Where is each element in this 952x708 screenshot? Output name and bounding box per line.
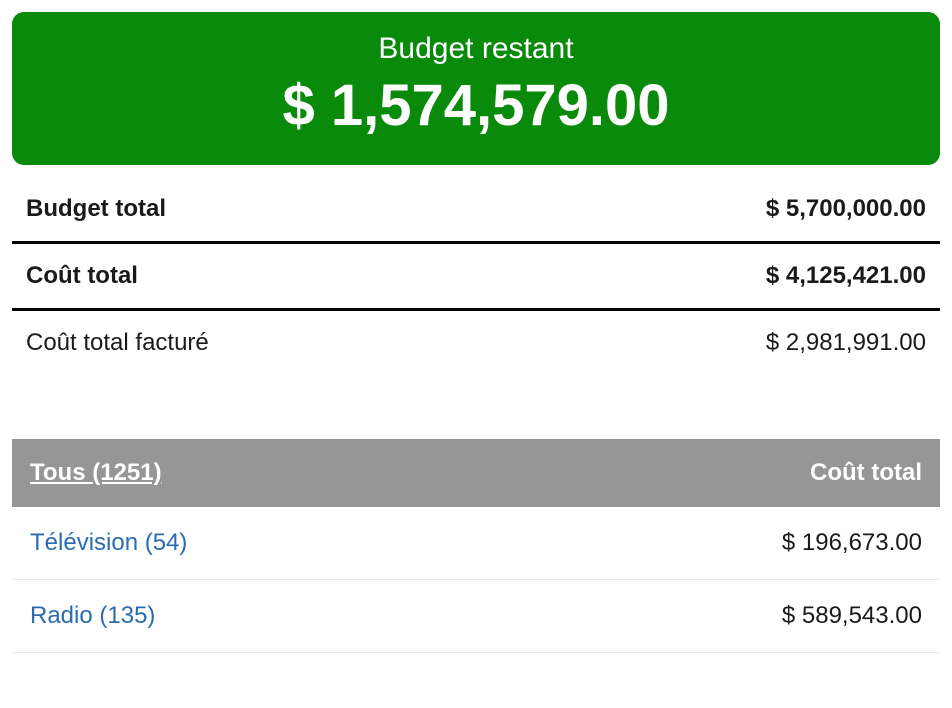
table-row-radio-link[interactable]: Radio (135) <box>30 602 155 630</box>
table-header: Tous (1251) Coût total <box>12 439 940 507</box>
table-row-value: $ 196,673.00 <box>782 529 922 557</box>
summary-row-billed-cost: Coût total facturé $ 2,981,991.00 <box>12 311 940 375</box>
summary-label: Coût total <box>26 262 138 290</box>
summary-row-budget-total: Budget total $ 5,700,000.00 <box>12 177 940 244</box>
summary-row-cost-total: Coût total $ 4,125,421.00 <box>12 244 940 311</box>
table-header-cost-label: Coût total <box>810 459 922 487</box>
table-row: Télévision (54) $ 196,673.00 <box>12 507 940 580</box>
table-row-value: $ 589,543.00 <box>782 602 922 630</box>
spacer <box>12 375 940 439</box>
summary-value: $ 4,125,421.00 <box>766 262 926 290</box>
summary-value: $ 2,981,991.00 <box>766 329 926 357</box>
budget-remaining-title: Budget restant <box>32 32 920 66</box>
table-row: Radio (135) $ 589,543.00 <box>12 580 940 653</box>
budget-remaining-amount: $ 1,574,579.00 <box>32 72 920 139</box>
summary-value: $ 5,700,000.00 <box>766 195 926 223</box>
table-row-television-link[interactable]: Télévision (54) <box>30 529 187 557</box>
summary-label: Coût total facturé <box>26 329 209 357</box>
summary-label: Budget total <box>26 195 166 223</box>
table-header-all-link[interactable]: Tous (1251) <box>30 459 162 487</box>
budget-remaining-banner: Budget restant $ 1,574,579.00 <box>12 12 940 165</box>
